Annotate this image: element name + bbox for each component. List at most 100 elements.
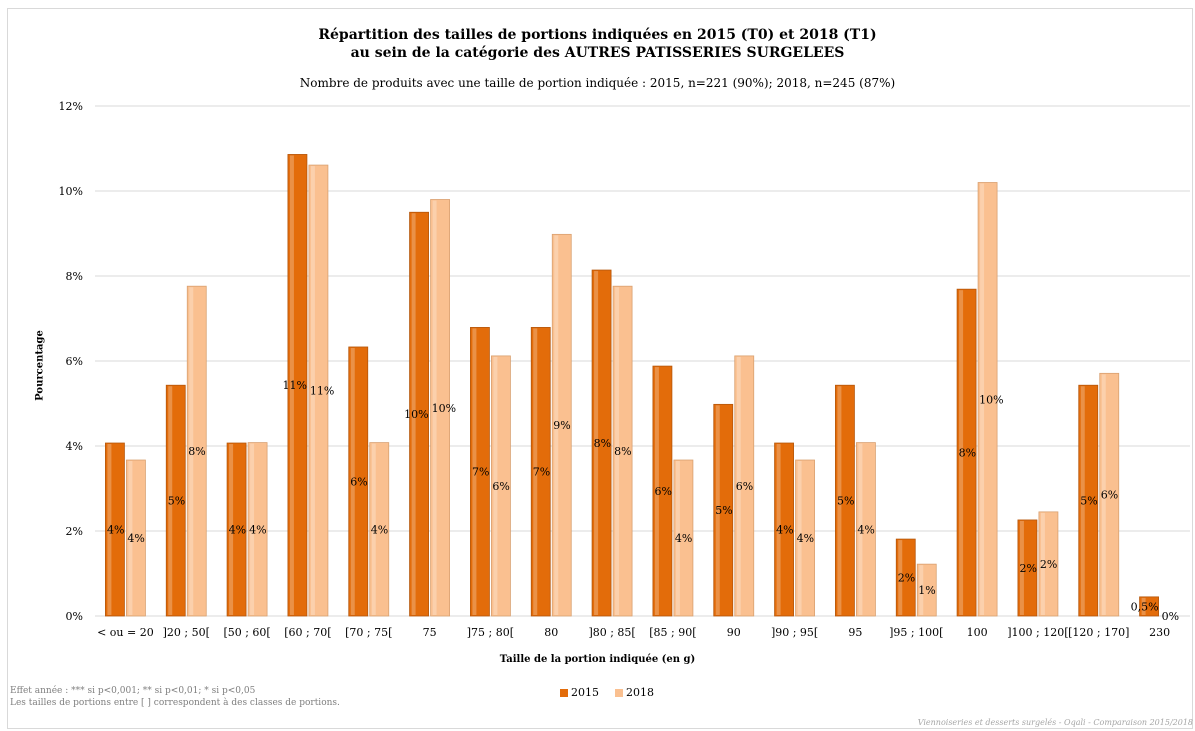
footnote-classes: Les tailles de portions entre [ ] corres… (10, 698, 340, 708)
legend-label-2015: 2015 (571, 686, 599, 699)
bar-2015 (1139, 596, 1159, 617)
x-tick-label: 100 (967, 626, 988, 639)
legend-item-2018: 2018 (615, 686, 654, 699)
bar-highlight-2018 (980, 183, 985, 615)
x-tick-label: [70 ; 75[ (345, 626, 392, 639)
bar-2018 (247, 442, 268, 617)
data-label-2015: 5% (715, 504, 732, 517)
bar-highlight-2015 (411, 213, 416, 615)
bar-highlight-2015 (898, 540, 903, 615)
data-label-2015: 4% (229, 524, 246, 537)
data-label-2015: 2% (1019, 562, 1036, 575)
data-label-2015: 6% (654, 485, 671, 498)
x-tick-label: 230 (1149, 626, 1170, 639)
bar-2015 (895, 538, 916, 617)
bar-2015 (470, 327, 490, 617)
legend-item-2015: 2015 (560, 686, 599, 699)
data-label-2018: 6% (736, 480, 753, 493)
bar-2015 (348, 346, 369, 617)
bar-highlight-2018 (128, 461, 133, 615)
chart-title-line2: au sein de la catégorie des AUTRES PATIS… (350, 45, 845, 61)
bar-2015 (713, 403, 734, 617)
bar-highlight-2018 (1101, 374, 1106, 615)
bar-highlight-2015 (229, 444, 234, 615)
x-tick-label: 95 (848, 626, 862, 639)
data-label-2018: 10% (432, 402, 456, 415)
x-tick-label: [120 ; 170] (1068, 626, 1129, 639)
data-label-2018: 4% (797, 532, 814, 545)
x-tick-label: [60 ; 70[ (284, 626, 331, 639)
y-tick-label: 10% (59, 185, 83, 198)
bar-2015 (530, 327, 551, 617)
data-label-2015: 10% (404, 408, 428, 421)
data-label-2015: 7% (533, 466, 550, 479)
bar-2018 (369, 442, 390, 617)
data-label-2015: 5% (837, 495, 854, 508)
bar-highlight-2018 (919, 565, 924, 615)
x-tick-label: ]95 ; 100[ (889, 626, 943, 639)
bar-highlight-2018 (736, 356, 741, 615)
x-tick-label: ]90 ; 95[ (771, 626, 818, 639)
bar-2015 (1017, 519, 1038, 617)
bar-highlight-2018 (675, 461, 680, 615)
data-label-2018: 1% (918, 584, 935, 597)
bar-2018 (1038, 511, 1059, 617)
bar-highlight-2015 (654, 367, 659, 615)
y-axis-label: Pourcentage (34, 330, 46, 401)
x-tick-label: ]80 ; 85[ (588, 626, 635, 639)
bar-highlight-2015 (533, 328, 538, 615)
y-tick-label: 2% (66, 525, 83, 538)
bar-2018 (734, 355, 755, 617)
bar-2018 (551, 233, 572, 617)
y-tick-label: 4% (66, 440, 83, 453)
bar-highlight-2015 (1141, 597, 1146, 615)
y-tick-label: 8% (66, 270, 83, 283)
data-label-2018: 9% (553, 419, 570, 432)
data-label-2015: 0,5% (1131, 600, 1159, 613)
legend: 2015 2018 (560, 686, 654, 699)
data-label-2018: 4% (857, 523, 874, 536)
chart-subtitle: Nombre de produits avec une taille de po… (299, 76, 896, 90)
bar-highlight-2015 (837, 386, 842, 615)
x-tick-label: < ou = 20 (97, 626, 154, 639)
bar-highlight-2018 (554, 235, 559, 615)
data-label-2015: 4% (107, 524, 124, 537)
data-label-2018: 4% (371, 523, 388, 536)
bar-2015 (591, 269, 612, 617)
bar-2015 (165, 384, 186, 617)
y-tick-label: 12% (59, 100, 83, 113)
bar-2018 (977, 182, 998, 617)
data-label-2015: 7% (472, 466, 489, 479)
data-label-2018: 8% (614, 445, 631, 458)
x-tick-label: 90 (727, 626, 741, 639)
bar-2018 (126, 459, 146, 617)
bar-2018 (430, 199, 450, 617)
bar-highlight-2015 (715, 405, 720, 615)
bar-highlight-2015 (350, 347, 355, 615)
bar-highlight-2018 (250, 443, 255, 615)
x-tick-label: [50 ; 60[ (223, 626, 270, 639)
bar-2018 (186, 285, 207, 617)
data-label-2018: 8% (188, 445, 205, 458)
bar-highlight-2015 (168, 386, 173, 615)
footnote-significance: Effet année : *** si p<0,001; ** si p<0,… (10, 686, 256, 696)
data-label-2018: 0% (1162, 610, 1179, 623)
bar-2018 (673, 459, 694, 617)
data-label-2015: 5% (168, 495, 185, 508)
bar-highlight-2015 (594, 271, 599, 615)
bar-highlight-2018 (493, 356, 498, 615)
x-tick-label: 75 (423, 626, 437, 639)
bar-highlight-2018 (797, 461, 802, 615)
legend-label-2018: 2018 (626, 686, 654, 699)
data-label-2015: 2% (898, 572, 915, 585)
bar-highlight-2015 (1080, 386, 1085, 615)
x-axis-label: Taille de la portion indiquée (en g) (499, 654, 696, 665)
bar-highlight-2015 (472, 328, 477, 615)
bar-highlight-2015 (1019, 520, 1024, 615)
bar-highlight-2018 (432, 200, 437, 615)
data-label-2018: 4% (675, 532, 692, 545)
bar-highlight-2015 (289, 155, 294, 615)
data-label-2018: 10% (979, 393, 1003, 406)
x-tick-label: 80 (544, 626, 558, 639)
